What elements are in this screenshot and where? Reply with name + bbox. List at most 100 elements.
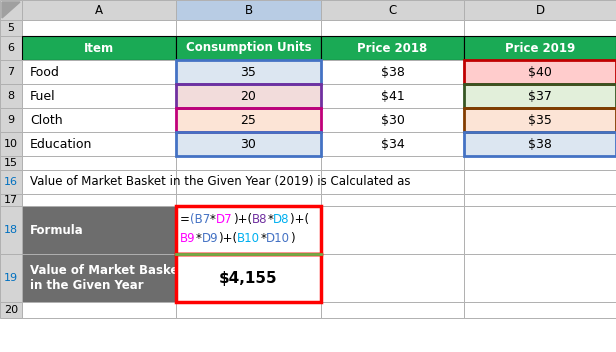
Bar xyxy=(321,20,464,36)
Bar xyxy=(22,194,176,206)
Bar xyxy=(321,60,464,84)
Text: Formula: Formula xyxy=(30,224,84,237)
Bar xyxy=(321,302,464,318)
Bar xyxy=(321,206,464,254)
Bar xyxy=(0,0,22,20)
Text: 20: 20 xyxy=(4,305,18,315)
Text: 9: 9 xyxy=(7,115,15,125)
Text: 6: 6 xyxy=(7,43,15,53)
Text: $30: $30 xyxy=(381,113,405,126)
Text: 25: 25 xyxy=(241,113,256,126)
Bar xyxy=(0,60,22,84)
Bar xyxy=(464,254,616,302)
Text: Value of Market Basket: Value of Market Basket xyxy=(30,264,184,277)
Text: D8: D8 xyxy=(273,213,290,226)
Bar xyxy=(464,36,616,60)
Bar xyxy=(22,206,176,254)
Bar xyxy=(321,170,464,194)
Bar xyxy=(464,108,616,132)
Text: Value of Market Basket in the Given Year (2019) is Calculated as: Value of Market Basket in the Given Year… xyxy=(30,176,410,189)
Text: D7: D7 xyxy=(216,213,233,226)
Text: 19: 19 xyxy=(4,273,18,283)
Text: D10: D10 xyxy=(266,232,290,245)
Text: )+(: )+( xyxy=(233,213,252,226)
Bar xyxy=(22,302,176,318)
Bar xyxy=(464,84,616,108)
Bar xyxy=(176,84,321,108)
Bar xyxy=(464,0,616,20)
Text: Food: Food xyxy=(30,65,60,78)
Bar xyxy=(22,36,176,60)
Bar xyxy=(0,108,22,132)
Bar xyxy=(0,302,22,318)
Bar xyxy=(22,0,176,20)
Bar xyxy=(176,254,321,302)
Bar xyxy=(464,20,616,36)
Bar xyxy=(464,206,616,254)
Text: 5: 5 xyxy=(7,23,15,33)
Bar xyxy=(22,108,176,132)
Bar xyxy=(321,108,464,132)
Bar xyxy=(321,36,464,60)
Text: D: D xyxy=(535,4,545,17)
Text: ): ) xyxy=(290,232,294,245)
Text: D9: D9 xyxy=(201,232,218,245)
Text: $4,155: $4,155 xyxy=(219,270,278,285)
Bar xyxy=(0,20,22,36)
Text: B8: B8 xyxy=(252,213,267,226)
Text: B: B xyxy=(245,4,253,17)
Bar xyxy=(0,84,22,108)
Text: Education: Education xyxy=(30,138,92,151)
Bar xyxy=(176,60,321,84)
Text: (B7: (B7 xyxy=(190,213,210,226)
Text: $35: $35 xyxy=(528,113,552,126)
Polygon shape xyxy=(2,2,20,18)
Text: Item: Item xyxy=(84,42,114,55)
Text: Cloth: Cloth xyxy=(30,113,63,126)
Text: *: * xyxy=(210,213,216,226)
Text: 16: 16 xyxy=(4,177,18,187)
Bar xyxy=(176,132,321,156)
Bar xyxy=(176,108,321,132)
Text: B10: B10 xyxy=(237,232,260,245)
Text: 35: 35 xyxy=(241,65,256,78)
Bar xyxy=(0,132,22,156)
Bar xyxy=(176,206,321,254)
Bar xyxy=(464,302,616,318)
Bar xyxy=(22,254,176,302)
Text: 7: 7 xyxy=(7,67,15,77)
Text: 10: 10 xyxy=(4,139,18,149)
Bar xyxy=(176,108,321,132)
Text: $37: $37 xyxy=(528,89,552,102)
Bar xyxy=(464,60,616,84)
Bar xyxy=(22,60,176,84)
Bar xyxy=(321,84,464,108)
Bar xyxy=(321,0,464,20)
Text: 30: 30 xyxy=(241,138,256,151)
Bar xyxy=(0,206,22,254)
Text: )+(: )+( xyxy=(290,213,312,226)
Text: $41: $41 xyxy=(381,89,404,102)
Bar xyxy=(176,60,321,84)
Bar xyxy=(176,132,321,156)
Bar xyxy=(321,156,464,170)
Bar xyxy=(22,132,176,156)
Bar xyxy=(176,206,321,254)
Text: Price 2019: Price 2019 xyxy=(505,42,575,55)
Text: *: * xyxy=(196,232,201,245)
Text: *: * xyxy=(267,213,273,226)
Bar xyxy=(0,254,22,302)
Text: 18: 18 xyxy=(4,225,18,235)
Text: A: A xyxy=(95,4,103,17)
Bar xyxy=(176,0,321,20)
Bar xyxy=(176,84,321,108)
Bar xyxy=(0,170,22,194)
Bar xyxy=(321,194,464,206)
Text: Price 2018: Price 2018 xyxy=(357,42,428,55)
Text: Consumption Units: Consumption Units xyxy=(185,42,311,55)
Text: C: C xyxy=(388,4,397,17)
Bar xyxy=(0,156,22,170)
Bar xyxy=(464,194,616,206)
Text: $40: $40 xyxy=(528,65,552,78)
Bar xyxy=(22,20,176,36)
